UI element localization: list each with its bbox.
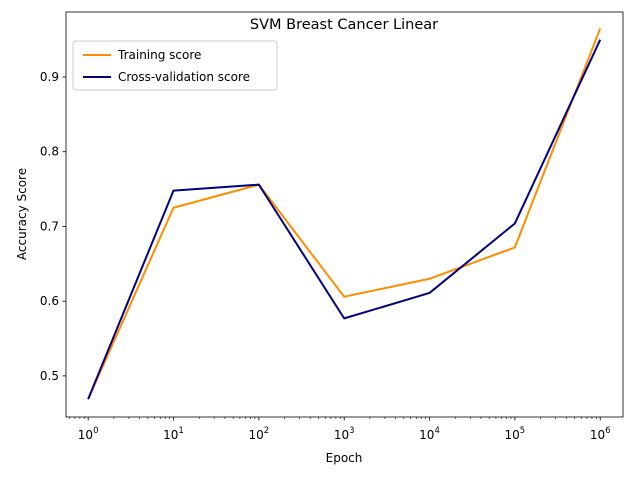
y-tick-label: 0.7 (40, 219, 59, 233)
x-tick-label: 106 (590, 426, 611, 442)
legend-label: Training score (117, 48, 201, 62)
y-axis-ticks: 0.5 0.6 0.7 0.8 0.9 (40, 70, 66, 383)
legend: Training score Cross-validation score (72, 40, 278, 91)
x-tick-label: 101 (163, 426, 184, 442)
x-tick-label: 105 (505, 426, 526, 442)
y-tick-label: 0.8 (40, 145, 59, 159)
plot-lines (87, 28, 602, 400)
x-tick-label: 103 (334, 426, 355, 442)
x-axis-label: Epoch (326, 451, 363, 465)
legend-label: Cross-validation score (118, 70, 250, 84)
series-line-training (87, 28, 602, 400)
legend-box (72, 40, 278, 91)
x-tick-label: 104 (419, 426, 440, 442)
y-axis-label: Accuracy Score (15, 168, 29, 260)
chart-title: SVM Breast Cancer Linear (250, 17, 438, 33)
x-tick-label: 100 (78, 426, 99, 442)
x-axis-ticks: 100 101 102 103 104 105 106 (68, 417, 611, 442)
y-tick-label: 0.9 (40, 70, 59, 84)
y-tick-label: 0.5 (40, 369, 59, 383)
series-line-cross-validation (87, 39, 602, 400)
x-tick-label: 102 (248, 426, 269, 442)
y-tick-label: 0.6 (40, 294, 59, 308)
